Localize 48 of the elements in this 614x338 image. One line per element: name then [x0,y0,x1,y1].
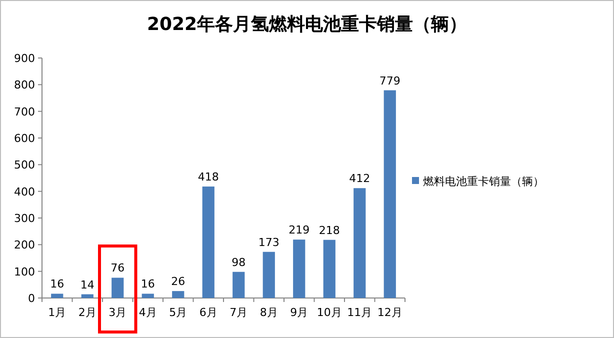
x-tick-label: 5月 [169,306,188,319]
x-tick-label: 11月 [347,306,372,319]
data-label: 418 [198,170,219,184]
y-tick-label: 500 [14,158,35,172]
x-tick-label: 10月 [316,306,342,319]
x-tick-label: 8月 [260,306,278,319]
chart-title: 2022年各月氢燃料电池重卡销量（辆） [146,14,468,35]
bar [323,240,336,298]
x-tick-label: 7月 [230,306,248,319]
bar [112,278,124,298]
bar [142,294,154,298]
x-tick-label: 4月 [138,306,157,319]
y-tick-label: 400 [14,185,35,198]
bar [293,240,306,298]
x-tick-label: 1月 [48,306,66,319]
data-label: 76 [110,262,125,275]
x-tick-label: 9月 [290,306,308,319]
x-tick-label: 6月 [199,306,218,319]
x-tick-label: 2月 [78,306,96,319]
bar [51,294,64,298]
data-label: 173 [258,236,280,249]
data-label: 412 [349,172,370,186]
y-tick-label: 0 [28,292,35,305]
data-label: 14 [80,278,94,292]
bar [172,291,184,298]
x-tick-label: 3月 [108,306,127,319]
data-label: 26 [171,275,186,288]
bar [262,252,275,298]
data-label: 16 [50,278,64,291]
x-tick-label: 12月 [377,306,402,319]
bar [202,186,214,298]
y-tick-label: 200 [14,238,35,252]
data-label: 219 [288,224,310,237]
data-label: 218 [318,224,340,237]
bar [354,188,366,298]
bar [81,294,94,298]
bar [384,90,396,298]
data-label: 779 [379,74,400,88]
y-tick-label: 600 [14,132,35,145]
y-tick-label: 300 [14,212,35,225]
y-tick-label: 700 [14,105,35,118]
y-tick-label: 100 [14,265,35,278]
data-label: 98 [232,256,246,269]
bar [232,272,245,298]
data-label: 16 [140,278,155,291]
y-tick-label: 900 [14,52,35,65]
legend-label: 燃料电池重卡销量（辆） [423,175,544,188]
y-tick-label: 800 [14,78,35,92]
